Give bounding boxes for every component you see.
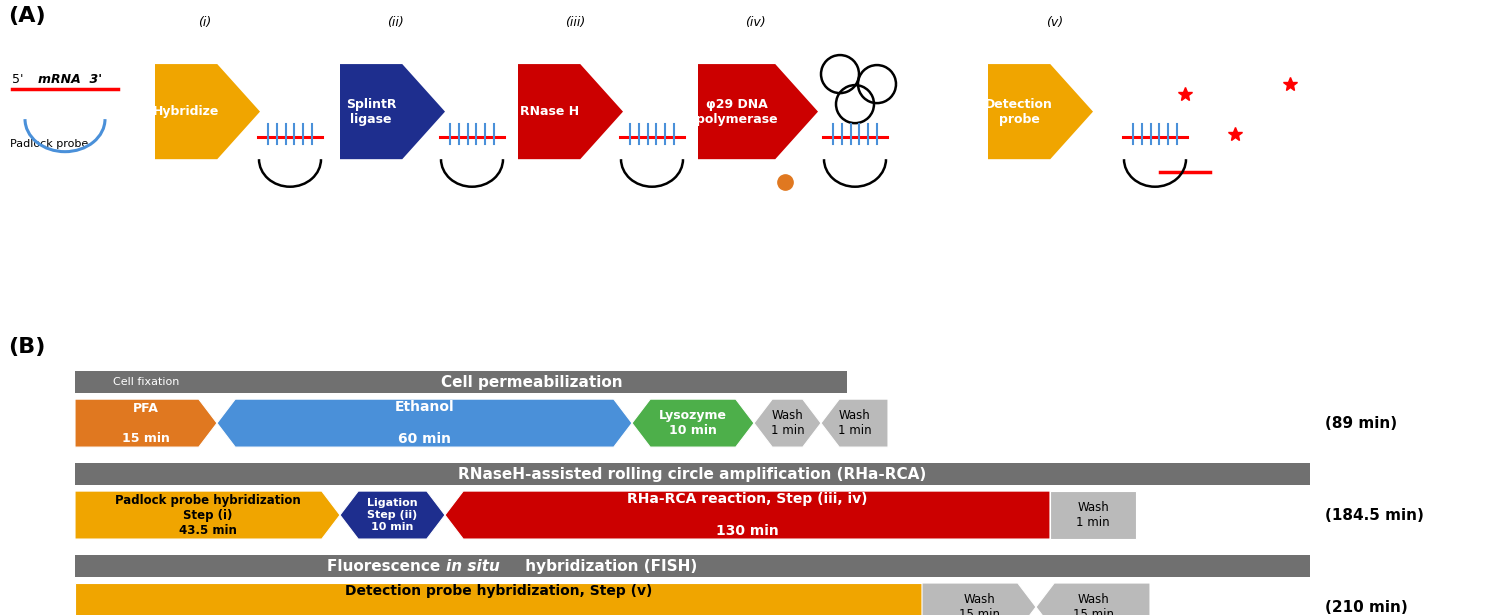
Text: mRNA  3': mRNA 3': [37, 73, 101, 85]
Text: Cell permeabilization: Cell permeabilization: [442, 375, 622, 390]
Text: Detection
probe: Detection probe: [985, 98, 1053, 125]
Text: (210 min): (210 min): [1325, 600, 1408, 614]
Text: (iii): (iii): [565, 16, 585, 29]
Polygon shape: [1050, 491, 1135, 539]
Text: Cell fixation: Cell fixation: [113, 377, 179, 387]
Text: RHa-RCA reaction, Step (iii, iv)

130 min: RHa-RCA reaction, Step (iii, iv) 130 min: [627, 492, 868, 538]
Text: Ethanol

60 min: Ethanol 60 min: [395, 400, 454, 446]
Text: (iv): (iv): [745, 16, 765, 29]
Polygon shape: [821, 399, 888, 447]
Polygon shape: [518, 64, 624, 159]
Text: Wash
1 min: Wash 1 min: [1076, 501, 1110, 529]
Polygon shape: [988, 64, 1094, 159]
Polygon shape: [753, 399, 821, 447]
Text: PFA

15 min: PFA 15 min: [122, 402, 170, 445]
Text: Wash
1 min: Wash 1 min: [771, 409, 804, 437]
Polygon shape: [340, 491, 445, 539]
Text: (A): (A): [7, 6, 46, 26]
Polygon shape: [75, 583, 922, 615]
Polygon shape: [922, 583, 1035, 615]
Text: (ii): (ii): [386, 16, 403, 29]
Text: Wash
1 min: Wash 1 min: [837, 409, 871, 437]
Polygon shape: [216, 399, 633, 447]
Text: Ligation
Step (ii)
10 min: Ligation Step (ii) 10 min: [367, 499, 418, 531]
Polygon shape: [75, 491, 340, 539]
Text: 5': 5': [12, 73, 24, 85]
FancyBboxPatch shape: [216, 371, 847, 393]
Text: Padlock probe hybridization
Step (i)
43.5 min: Padlock probe hybridization Step (i) 43.…: [115, 494, 300, 536]
FancyBboxPatch shape: [75, 371, 216, 393]
Text: SplintR
ligase: SplintR ligase: [346, 98, 397, 125]
Text: Lysozyme
10 min: Lysozyme 10 min: [659, 409, 727, 437]
Text: Detection probe hybridization, Step (v)

180 min: Detection probe hybridization, Step (v) …: [345, 584, 652, 615]
Polygon shape: [633, 399, 753, 447]
Text: RNaseH-assisted rolling circle amplification (RHa-RCA): RNaseH-assisted rolling circle amplifica…: [458, 467, 927, 482]
FancyBboxPatch shape: [75, 555, 1310, 577]
Text: Fluorescence: Fluorescence: [327, 558, 446, 574]
Text: (184.5 min): (184.5 min): [1325, 507, 1423, 523]
Polygon shape: [155, 64, 260, 159]
Polygon shape: [698, 64, 818, 159]
Text: Hybridize: Hybridize: [154, 105, 219, 118]
Text: hybridization (FISH): hybridization (FISH): [521, 558, 698, 574]
Polygon shape: [445, 491, 1050, 539]
Text: (i): (i): [198, 16, 212, 29]
Polygon shape: [1035, 583, 1150, 615]
Text: Wash
15 min: Wash 15 min: [958, 593, 1000, 615]
Polygon shape: [75, 399, 216, 447]
Text: Wash
15 min: Wash 15 min: [1073, 593, 1113, 615]
Text: Padlock probe: Padlock probe: [10, 139, 88, 149]
Polygon shape: [340, 64, 445, 159]
Text: in situ: in situ: [446, 558, 500, 574]
FancyBboxPatch shape: [75, 463, 1310, 485]
Text: RNase H: RNase H: [519, 105, 579, 118]
Text: (B): (B): [7, 337, 45, 357]
Text: φ29 DNA
polymerase: φ29 DNA polymerase: [695, 98, 777, 125]
Text: (v): (v): [1046, 16, 1064, 29]
Text: (89 min): (89 min): [1325, 416, 1397, 430]
